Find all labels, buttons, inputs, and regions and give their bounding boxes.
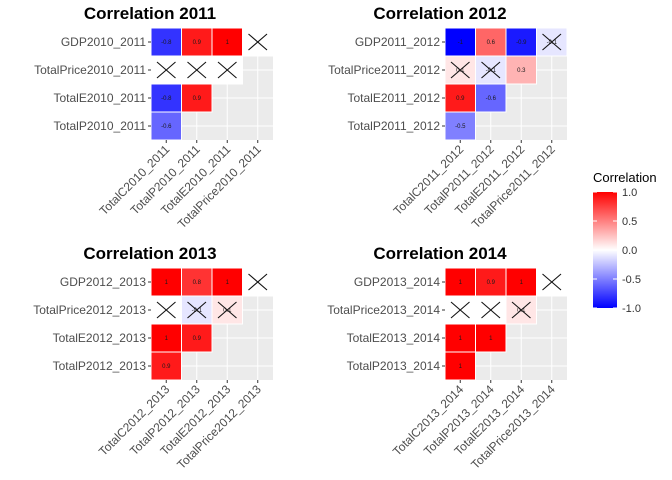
heatmap-cell [150,27,182,57]
cell-value-label: 0.3 [517,68,526,74]
heatmap-cell [475,323,507,353]
legend-tick-label: -1.0 [622,303,641,315]
heatmap-cell [475,83,507,113]
heatmap-cell [150,267,182,297]
cell-value-label: 0.9 [162,364,171,370]
cell-value-label: 1 [459,364,463,370]
heatmap-cell [181,323,213,353]
insignificant-cross-mark [248,33,268,51]
heatmap-panels: Correlation 2011 -0.8 0.9 1 -0.8 0.9 -0.6 GDP20… [33,4,568,472]
cell-value-label: 0.9 [487,280,496,286]
heatmap-cell [536,267,568,297]
cell-value-label: -1 [458,40,464,46]
heatmap-panel-1: Correlation 2011 -0.8 0.9 1 -0.8 0.9 -0.6 GDP20… [34,4,274,231]
cell-value-label: 1 [520,280,524,286]
legend-tick-label: 1.0 [622,187,637,199]
heatmap-cell [444,351,476,381]
heatmap-cell [181,27,213,57]
y-axis-label: TotalP2013_2014 [347,359,441,373]
insignificant-cross-mark [450,61,470,79]
legend-title: Correlation [593,170,657,185]
cell-value-label: 0.9 [193,40,202,46]
cell-value-label: -0.8 [161,40,172,46]
insignificant-cross-mark [156,301,176,319]
heatmap-cell [181,55,213,85]
color-legend: Correlation 1.0 0.5 0.0 -0.5 -1.0 [593,170,657,315]
insignificant-cross-mark [450,301,470,319]
cell-value-label: -0.9 [516,40,527,46]
legend-ticks: 1.0 0.5 0.0 -0.5 -1.0 [593,187,641,315]
y-axis-label: TotalE2012_2013 [53,331,147,345]
y-axis-label: TotalPrice2013_2014 [327,303,440,317]
insignificant-cross-mark [217,61,237,79]
cell-value-label: 1 [165,280,169,286]
panel-title: Correlation 2013 [83,244,216,263]
cell-value-label: 0.9 [193,336,202,342]
legend-tick-label: 0.0 [622,245,637,257]
heatmap-cell [150,351,182,381]
y-axis-label: TotalPrice2011_2012 [328,63,440,77]
y-axis-label: TotalPrice2010_2011 [34,63,146,77]
insignificant-cross-mark [156,61,176,79]
insignificant-cross-mark [481,301,501,319]
legend-tick-label: -0.5 [622,274,641,286]
heatmap-cell [150,111,182,141]
panel-title: Correlation 2011 [84,4,216,23]
heatmap-panel-2: Correlation 2012-1 0.6 -0.9 -0.10.1 -0.1 0.30… [328,4,568,231]
y-axis-label: TotalP2010_2011 [53,119,146,133]
y-axis-label: TotalPrice2012_2013 [33,303,146,317]
cell-value-label: 0.9 [456,96,465,102]
y-axis-label: GDP2012_2013 [60,275,146,289]
legend-tick-label: 0.5 [622,216,637,228]
cell-value-label: -0.8 [161,96,172,102]
heatmap-cell [444,267,476,297]
cell-value-label: 0.6 [487,40,496,46]
panel-title: Correlation 2012 [373,4,506,23]
cell-value-label: 1 [165,336,169,342]
cell-value-label: 0.9 [193,96,202,102]
y-axis-label: TotalE2010_2011 [53,91,146,105]
cell-value-label: 1 [459,280,463,286]
y-axis-label: TotalP2012_2013 [53,359,147,373]
insignificant-cross-mark [481,61,501,79]
y-axis-label: TotalE2011_2012 [347,91,440,105]
insignificant-cross-mark [187,61,207,79]
heatmap-cell [505,55,537,85]
y-axis-label: GDP2010_2011 [61,35,147,49]
cell-value-label: -0.6 [486,96,497,102]
y-axis-label: TotalE2013_2014 [347,331,441,345]
heatmap-cell [505,27,537,57]
panel-title: Correlation 2014 [373,244,507,263]
cell-value-label: 1 [459,336,463,342]
insignificant-cross-mark [542,33,562,51]
insignificant-cross-mark [217,301,237,319]
insignificant-cross-mark [542,273,562,291]
insignificant-cross-mark [187,301,207,319]
cell-value-label: 1 [226,280,230,286]
cell-value-label: 1 [226,40,230,46]
insignificant-cross-mark [511,301,531,319]
cell-value-label: 0.8 [193,280,202,286]
heatmap-cell [444,111,476,141]
insignificant-cross-mark [248,273,268,291]
cell-value-label: -0.6 [161,124,172,130]
cell-value-label: 1 [489,336,493,342]
y-axis-label: GDP2011_2012 [355,35,441,49]
cell-value-label: -0.5 [455,124,466,130]
y-axis-label: GDP2013_2014 [354,275,440,289]
y-axis-label: TotalP2011_2012 [347,119,440,133]
heatmap-cell [181,83,213,113]
